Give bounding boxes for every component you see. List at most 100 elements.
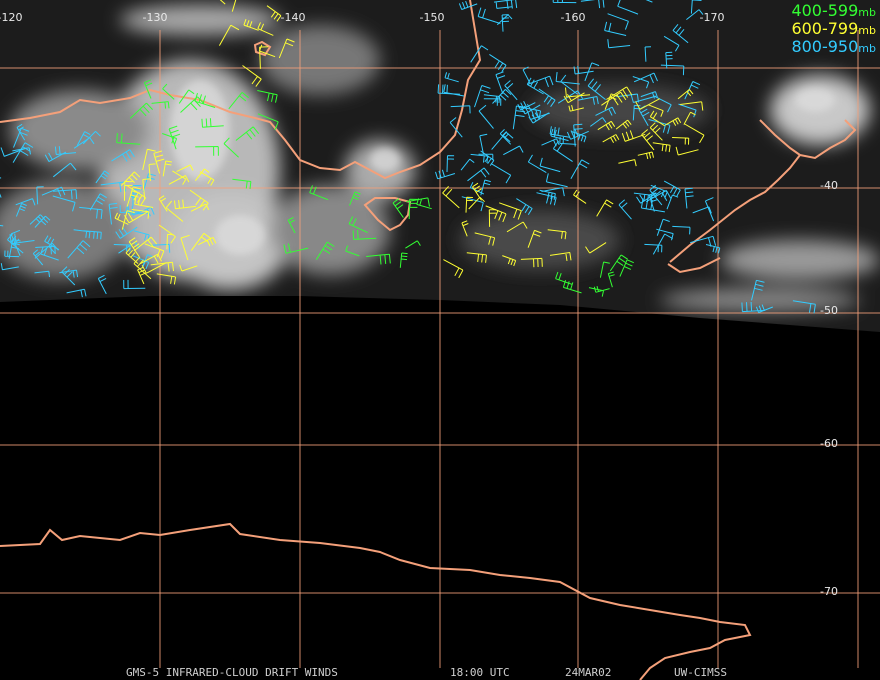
wind-barb bbox=[178, 89, 195, 104]
wind-barb bbox=[83, 230, 102, 240]
wind-barb bbox=[492, 89, 512, 104]
wind-barb bbox=[257, 22, 274, 36]
wind-barb bbox=[596, 199, 614, 217]
wind-barb bbox=[573, 189, 587, 204]
wind-barb bbox=[36, 186, 44, 205]
wind-barb bbox=[162, 160, 172, 177]
wind-barb bbox=[34, 215, 51, 228]
wind-barb bbox=[517, 100, 536, 111]
footer-date: 24MAR02 bbox=[565, 666, 611, 679]
wind-barb bbox=[228, 92, 249, 110]
wind-barb bbox=[195, 168, 210, 182]
wind-barb bbox=[683, 111, 696, 125]
wind-barb bbox=[180, 234, 190, 261]
wind-barb bbox=[141, 262, 167, 274]
wind-barb bbox=[607, 271, 615, 288]
wind-barb bbox=[199, 171, 215, 186]
wind-barb bbox=[547, 229, 567, 240]
wind-barb bbox=[641, 129, 655, 151]
wind-barb bbox=[52, 162, 77, 178]
wind-barb bbox=[120, 171, 141, 186]
wind-barb bbox=[474, 85, 491, 108]
wind-barb bbox=[652, 142, 671, 153]
footer: GMS-5 INFRARED-CLOUD DRIFT WINDS 18:00 U… bbox=[126, 666, 727, 679]
footer-time: 18:00 UTC bbox=[450, 666, 510, 679]
wind-barb bbox=[675, 146, 699, 156]
wind-barbs bbox=[0, 0, 816, 314]
wind-barb bbox=[435, 169, 456, 180]
wind-barb bbox=[678, 103, 697, 118]
legend-range: 800-950 bbox=[791, 37, 858, 56]
wind-barb bbox=[461, 196, 484, 212]
wind-barb bbox=[474, 232, 496, 246]
wind-barb bbox=[590, 117, 607, 127]
wind-barb bbox=[690, 0, 702, 14]
wind-barb bbox=[633, 192, 653, 203]
wind-barb bbox=[189, 189, 209, 211]
wind-barb bbox=[287, 217, 296, 234]
wind-barb bbox=[143, 79, 153, 99]
wind-barb bbox=[172, 170, 187, 185]
wind-barb bbox=[615, 119, 632, 130]
wind-barb bbox=[480, 179, 491, 196]
wind-barb bbox=[478, 153, 494, 161]
wind-barb bbox=[637, 151, 654, 160]
wind-barb bbox=[607, 13, 629, 30]
footer-source: UW-CIMSS bbox=[674, 666, 727, 679]
wind-barb bbox=[617, 0, 639, 15]
wind-barb bbox=[131, 209, 150, 219]
wind-barb bbox=[126, 186, 142, 207]
wind-barb bbox=[599, 261, 610, 278]
latitude-label: -60 bbox=[820, 437, 838, 450]
wind-barb bbox=[632, 76, 650, 89]
wind-barb bbox=[142, 148, 156, 171]
wind-barb bbox=[472, 182, 482, 201]
wind-barb bbox=[127, 185, 147, 206]
wind-barb bbox=[4, 250, 20, 258]
wind-barb bbox=[10, 229, 21, 256]
island-coast bbox=[253, 40, 272, 57]
wind-barb bbox=[649, 184, 663, 206]
wind-barb bbox=[672, 225, 691, 235]
labels: -120 -130 -140 -150 -160 -170 -40 -50 -6… bbox=[0, 11, 838, 598]
wind-barb bbox=[416, 198, 432, 210]
wind-barb bbox=[176, 164, 194, 173]
wind-barb bbox=[121, 210, 135, 230]
wind-barb bbox=[392, 198, 404, 218]
wind-barb bbox=[162, 83, 175, 100]
wind-barb bbox=[656, 228, 674, 241]
wind-barb bbox=[578, 96, 599, 105]
wind-barb bbox=[128, 237, 140, 257]
wind-barb bbox=[660, 64, 685, 76]
wind-barb bbox=[677, 89, 694, 100]
wind-barb bbox=[257, 113, 279, 131]
wind-barb bbox=[502, 255, 517, 267]
wind-barb bbox=[755, 304, 773, 313]
wind-barb bbox=[79, 206, 103, 219]
wind-barb bbox=[635, 98, 660, 110]
wind-barb bbox=[443, 259, 464, 279]
wind-barb bbox=[541, 187, 565, 197]
wind-barb bbox=[705, 244, 721, 254]
wind-barb bbox=[111, 149, 135, 162]
wind-barb bbox=[67, 240, 91, 259]
legend-range: 400-599 bbox=[791, 1, 858, 20]
wind-barb bbox=[399, 252, 408, 268]
wind-barb bbox=[278, 38, 295, 59]
wind-barb bbox=[465, 196, 473, 213]
wind-barb bbox=[66, 288, 87, 298]
wind-barb bbox=[609, 254, 628, 272]
wind-barb bbox=[644, 243, 663, 253]
wind-barb bbox=[573, 65, 594, 75]
wind-barb bbox=[123, 279, 146, 290]
wind-barb bbox=[450, 105, 471, 114]
wind-barb bbox=[195, 146, 219, 156]
wind-barb bbox=[345, 245, 360, 257]
wind-barb bbox=[619, 259, 634, 277]
wind-barb bbox=[219, 0, 226, 5]
wind-barb bbox=[259, 46, 269, 69]
wind-barb bbox=[527, 75, 554, 87]
wind-barb bbox=[595, 106, 616, 116]
wind-barb bbox=[114, 212, 129, 225]
